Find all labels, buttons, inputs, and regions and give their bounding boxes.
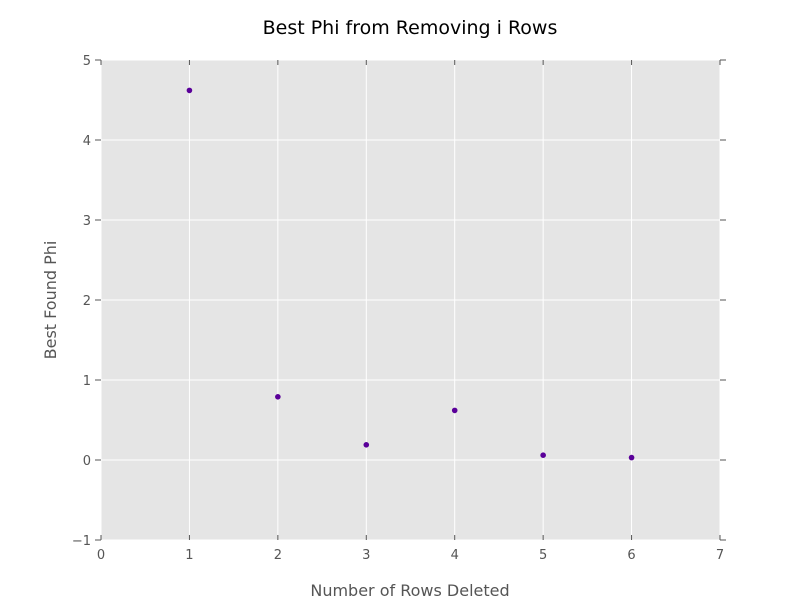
y-tick-label: 2: [83, 294, 91, 309]
data-point: [363, 442, 370, 448]
y-tick-label: 1: [83, 374, 91, 389]
y-axis-label: Best Found Phi: [41, 241, 60, 360]
y-tick-label: 3: [83, 214, 91, 229]
y-tick-label: 5: [83, 54, 91, 69]
x-tick-label: 7: [716, 548, 724, 563]
x-axis-label: Number of Rows Deleted: [310, 581, 509, 600]
y-tick-label: −1: [72, 534, 91, 549]
x-tick-labels: 0 1 2 3 4 5 6 7: [97, 548, 724, 563]
chart-title: Best Phi from Removing i Rows: [263, 17, 558, 39]
x-tick-label: 4: [451, 548, 459, 563]
x-tick-label: 6: [627, 548, 635, 563]
data-points: [186, 87, 635, 461]
x-tick-label: 5: [539, 548, 547, 563]
axis-ticks: [95, 59, 726, 541]
y-tick-label: 4: [83, 134, 91, 149]
x-tick-label: 3: [362, 548, 370, 563]
y-tick-label: 0: [83, 454, 91, 469]
x-tick-label: 0: [97, 548, 105, 563]
data-point: [186, 87, 193, 94]
data-point: [451, 407, 458, 414]
data-point: [540, 452, 546, 459]
x-tick-label: 1: [185, 548, 193, 563]
data-point: [628, 454, 635, 461]
data-point: [275, 394, 281, 400]
x-tick-label: 2: [274, 548, 282, 563]
y-tick-labels: −1 0 1 2 3 4 5: [72, 54, 91, 549]
